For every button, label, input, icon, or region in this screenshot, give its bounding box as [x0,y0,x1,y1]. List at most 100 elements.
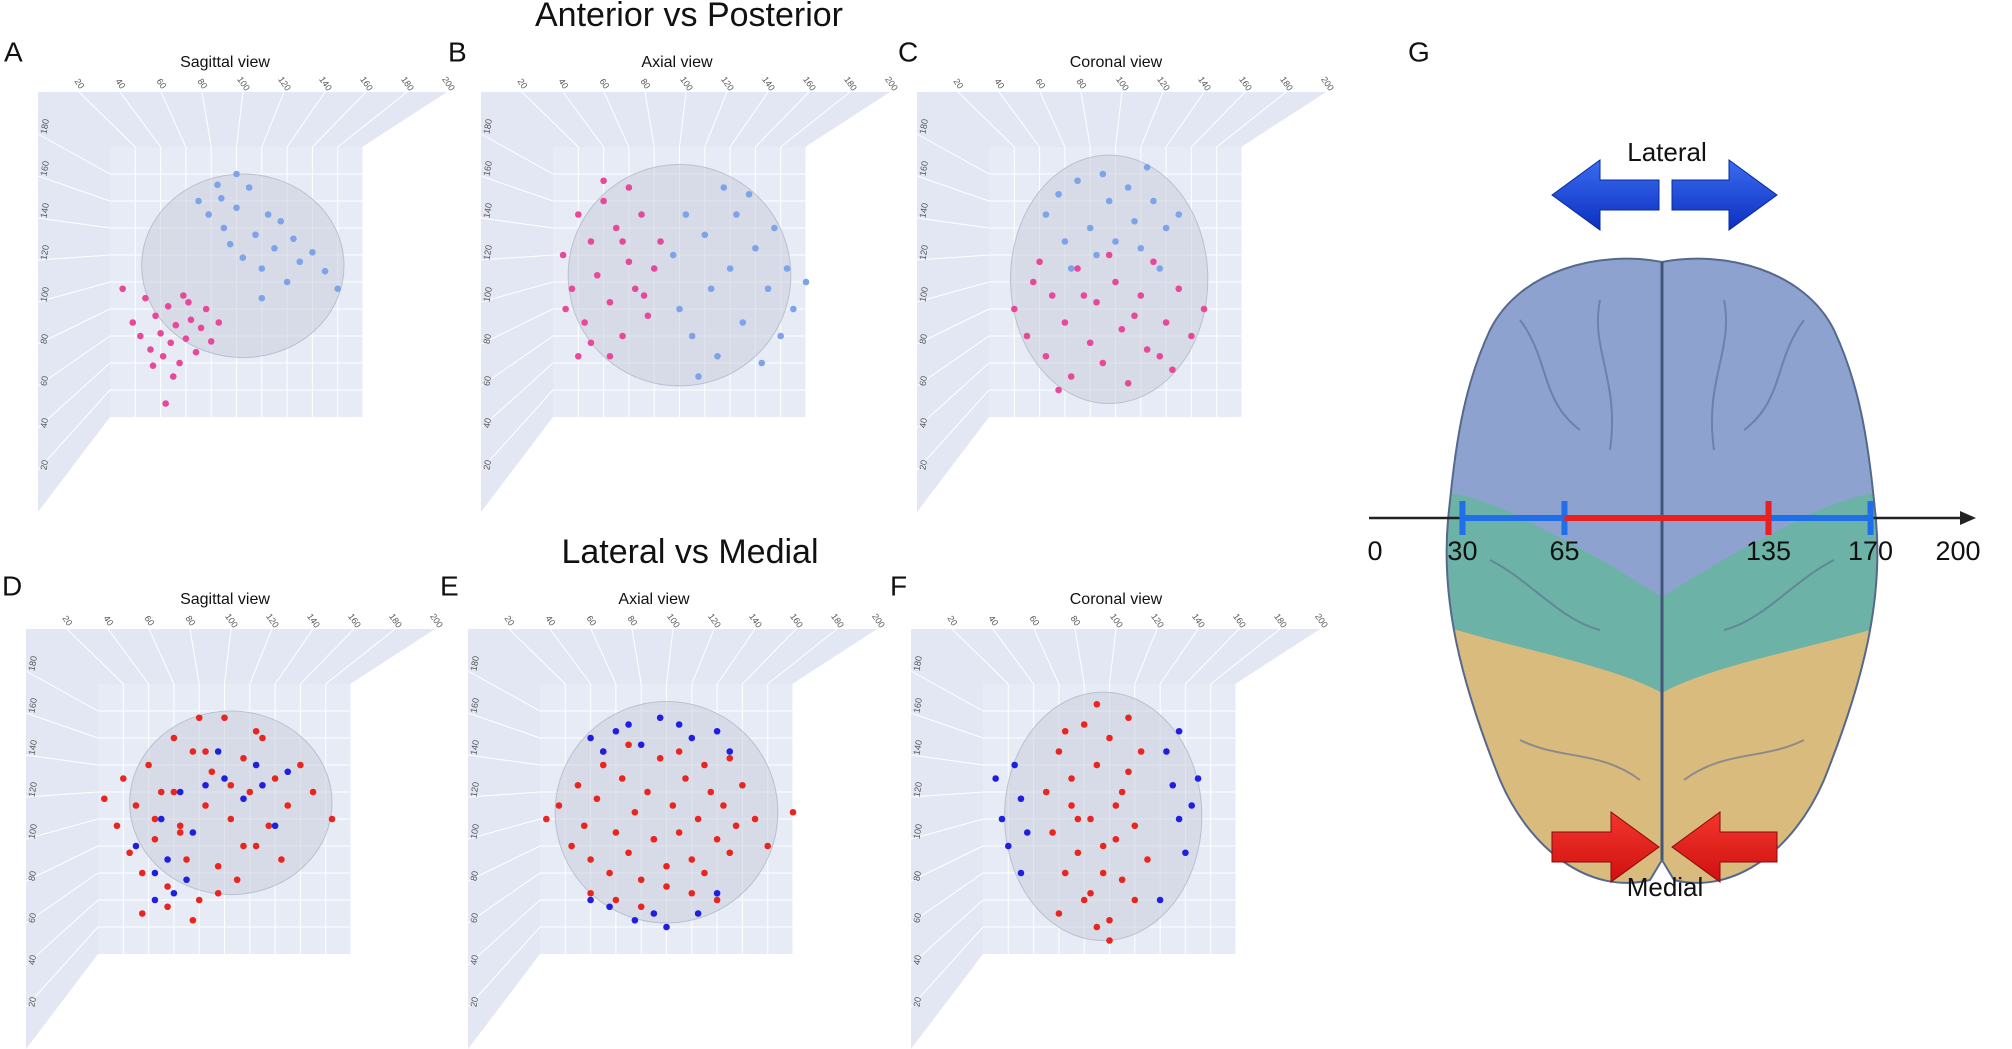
y-tick-label: 100 [26,823,38,840]
point [245,184,253,191]
view-title: Axial view [641,54,713,71]
x-tick-label: 80 [184,614,198,628]
grid-line [1039,91,1066,148]
grid-line [1115,91,1123,148]
point [657,238,664,245]
point [183,856,190,863]
y-tick-label: 160 [38,160,50,177]
x-tick-label: 60 [598,77,612,91]
point [1131,312,1138,320]
grid-line [467,670,541,712]
x-tick-label: 100 [223,612,240,630]
brain-silhouette [1004,691,1203,941]
point [619,332,626,340]
grid-line [916,281,990,303]
point [783,265,791,272]
point [1055,748,1063,755]
y-tick-label: 100 [917,286,929,303]
point [640,292,648,299]
x-tick-label: 140 [1190,612,1207,630]
panel-letter: F [890,570,907,601]
y-tick-label: 160 [917,160,929,177]
point [321,267,329,275]
point [1087,815,1094,823]
point [701,231,709,239]
point [151,815,159,823]
point [214,862,222,870]
x-tick-label: 200 [428,612,445,630]
grid-line [25,712,99,739]
x-tick-label: 160 [358,75,375,93]
grid-line [910,899,984,966]
point [208,768,216,776]
point [169,373,177,380]
point [195,714,203,722]
point [233,204,240,212]
point [152,312,159,320]
point [157,788,165,796]
point [164,303,172,310]
x-tick-label: 40 [544,614,558,628]
grid-line [1109,628,1117,685]
y-tick-label: 40 [468,954,480,966]
grid-line [467,872,541,924]
point [688,332,696,340]
point [701,869,708,877]
grid-line [261,91,285,148]
point [277,217,285,225]
point [745,190,753,198]
point [663,862,670,870]
point [185,298,192,306]
x-tick-label: 120 [264,612,281,630]
x-tick-label: 100 [665,612,682,630]
section-title: Anterior vs Posterior [535,0,843,34]
grid-line [325,628,396,685]
grid-line [25,754,99,766]
grid-line [1191,91,1246,148]
point [1105,197,1113,205]
point [214,748,222,755]
grid-line [916,389,990,471]
grid-line [1074,628,1085,685]
scatter-3d: 20 40 60 80 100 120 140 160 180 200 20 40 60 80 100 120… [480,75,900,512]
point [1055,190,1062,198]
point [164,903,171,911]
section-title: Lateral vs Medial [561,533,818,571]
point [1112,238,1119,245]
y-tick-label: 100 [911,823,923,840]
grid-line [25,926,99,1008]
view-title: Sagittal view [180,591,270,608]
panel-letter: A [4,36,23,67]
brain-silhouette [1010,154,1209,404]
point [568,842,575,850]
point [180,292,187,299]
grid-line [480,389,554,471]
point [147,346,154,353]
point [205,211,212,218]
point [625,741,632,749]
y-tick-label: 140 [481,202,493,219]
point [264,211,272,218]
point [656,714,664,722]
point [157,815,165,823]
x-tick-label: 20 [946,614,960,628]
x-tick-label: 120 [1155,75,1172,93]
x-tick-label: 180 [399,75,416,93]
point [259,734,266,742]
point [170,889,178,897]
point [132,842,140,850]
x-tick-label: 160 [346,612,363,630]
x-tick-label: 40 [102,614,116,628]
x-tick-label: 100 [1108,612,1125,630]
grid-line [916,362,990,429]
point [214,181,221,189]
grid-line [792,628,879,685]
point [764,842,771,850]
point [1163,748,1170,755]
point [215,319,223,326]
scale-tick-label: 200 [1935,536,1980,566]
point [644,312,652,320]
grid-line [480,175,554,202]
point [1106,937,1113,944]
point [258,265,266,272]
